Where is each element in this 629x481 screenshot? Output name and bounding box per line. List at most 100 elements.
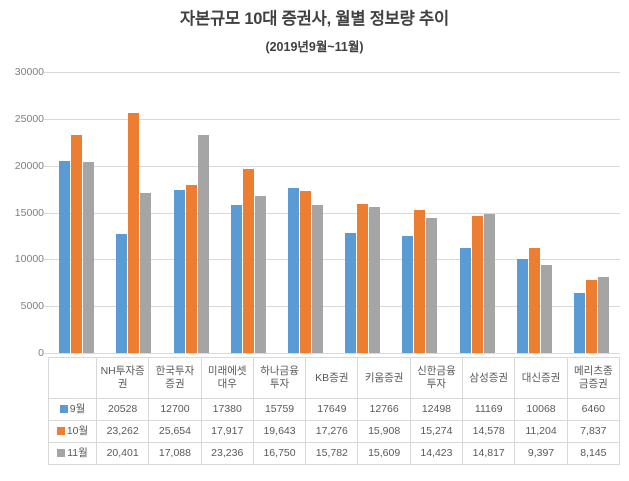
category-label-line: 금증권 [578, 378, 608, 390]
gridline [48, 306, 620, 307]
table-column-header: NH투자증 권 [95, 357, 150, 399]
bar-group [162, 72, 219, 353]
table-column-header: 한국투자 증권 [148, 357, 202, 399]
y-axis-tick-label: 5000 [20, 300, 44, 313]
table-cell-value: 11169 [462, 398, 516, 421]
bar[interactable] [345, 233, 357, 353]
category-label-line: 미래에셋 [207, 365, 247, 377]
bar-group [277, 72, 334, 353]
table-column-header: 신한금융 투자 [409, 357, 464, 399]
category-label-line: 투자 [426, 378, 447, 390]
table-cell-value: 20528 [95, 398, 150, 421]
bar[interactable] [573, 292, 585, 353]
table-cell-value: 8,145 [566, 442, 621, 465]
bar[interactable] [140, 192, 152, 353]
data-table: NH투자증 권 한국투자 증권 미래에셋 대우 하나금융 투자 KB증권 키움증권 신한금융 투자 삼성… [48, 357, 621, 465]
category-label-line: 투자 [269, 378, 290, 390]
table-row: 10월 23,262 25,654 17,917 19,643 17,276 15,908 1… [48, 420, 621, 443]
bar[interactable] [173, 190, 185, 353]
table-header-row: NH투자증 권 한국투자 증권 미래에셋 대우 하나금융 투자 KB증권 키움증권 신한금융 투자 삼성… [48, 357, 621, 399]
bar-group [220, 72, 277, 353]
bar[interactable] [540, 264, 552, 353]
table-cell-value: 17380 [200, 398, 254, 421]
bar-group [105, 72, 162, 353]
bar[interactable] [311, 205, 323, 353]
bar[interactable] [426, 217, 438, 353]
table-cell-value: 15,274 [409, 420, 464, 443]
bar[interactable] [299, 191, 311, 353]
bar[interactable] [597, 276, 609, 353]
y-axis-tick-mark [44, 353, 48, 354]
category-label-line: 키움증권 [364, 371, 404, 384]
bar[interactable] [471, 216, 483, 353]
table-cell-value: 17,276 [305, 420, 359, 443]
legend-entry[interactable]: 9월 [48, 398, 97, 421]
plot-area: 30000 25000 20000 15000 10000 5000 0 [0, 67, 629, 359]
title-block: 자본규모 10대 증권사, 월별 정보량 추이 (2019년9월~11월) [0, 8, 629, 55]
bar[interactable] [185, 185, 197, 353]
bar[interactable] [483, 214, 495, 353]
category-label-line: 삼성증권 [469, 371, 509, 384]
bar[interactable] [59, 160, 71, 353]
table-cell-value: 14,578 [462, 420, 516, 443]
legend-entry[interactable]: 10월 [48, 420, 97, 443]
bar[interactable] [287, 187, 299, 353]
table-cell-value: 19,643 [252, 420, 307, 443]
bar[interactable] [357, 204, 369, 353]
bar[interactable] [128, 112, 140, 353]
y-axis-tick-mark [44, 119, 48, 120]
bar-group [391, 72, 448, 353]
table-cell-value: 15,908 [357, 420, 411, 443]
category-label-line: 메리츠종 [574, 365, 613, 377]
y-axis-tick-label: 0 [38, 347, 44, 359]
y-axis: 30000 25000 20000 15000 10000 5000 0 [0, 67, 44, 359]
bar[interactable] [71, 135, 83, 353]
category-label-line: 증권 [165, 378, 185, 390]
table-cell-value: 17,088 [148, 442, 202, 465]
table-column-header: 삼성증권 [462, 357, 516, 399]
bar[interactable] [369, 206, 381, 353]
table-cell-value: 15,609 [357, 442, 411, 465]
bar[interactable] [230, 205, 242, 353]
bar[interactable] [414, 209, 426, 353]
bar-group [563, 72, 620, 353]
table-cell-value: 10068 [514, 398, 568, 421]
bar[interactable] [116, 234, 128, 353]
table-cell-value: 23,262 [95, 420, 150, 443]
category-label-line: 한국투자 [155, 365, 195, 377]
table-column-header: 대신증권 [514, 357, 568, 399]
table-cell-value: 17,917 [200, 420, 254, 443]
table-column-header: 메리츠종 금증권 [566, 357, 621, 399]
bar[interactable] [254, 196, 266, 353]
bar[interactable] [528, 248, 540, 353]
gridline [48, 213, 620, 214]
bar[interactable] [585, 279, 597, 353]
gridline [48, 119, 620, 120]
bar[interactable] [402, 235, 414, 353]
table-cell-value: 11,204 [514, 420, 568, 443]
x-axis-line [48, 353, 620, 354]
page-title: 자본규모 10대 증권사, 월별 정보량 추이 [180, 10, 449, 28]
y-axis-tick-label: 20000 [14, 159, 44, 172]
legend-label: 10월 [66, 425, 89, 437]
y-axis-tick-mark [44, 72, 48, 73]
y-axis-tick-mark [44, 213, 48, 214]
y-axis-tick-label: 10000 [14, 253, 44, 266]
table-cell-value: 14,817 [462, 442, 516, 465]
bar[interactable] [197, 135, 209, 353]
bar[interactable] [459, 248, 471, 353]
gridline [48, 166, 620, 167]
table-row: 11월 20,401 17,088 23,236 16,750 15,782 15,609 1… [48, 442, 621, 465]
legend-swatch-icon [57, 449, 66, 457]
legend-swatch-icon [59, 405, 68, 413]
bar[interactable] [516, 258, 528, 353]
gridline [48, 72, 620, 73]
bar[interactable] [83, 161, 95, 353]
legend-swatch-icon [56, 427, 65, 435]
legend-entry[interactable]: 11월 [48, 442, 97, 465]
gridline [48, 259, 620, 260]
bar-group [448, 72, 505, 353]
bar[interactable] [242, 169, 254, 353]
category-label-line: 권 [117, 378, 128, 390]
category-label-line: 신한금융 [417, 365, 456, 377]
